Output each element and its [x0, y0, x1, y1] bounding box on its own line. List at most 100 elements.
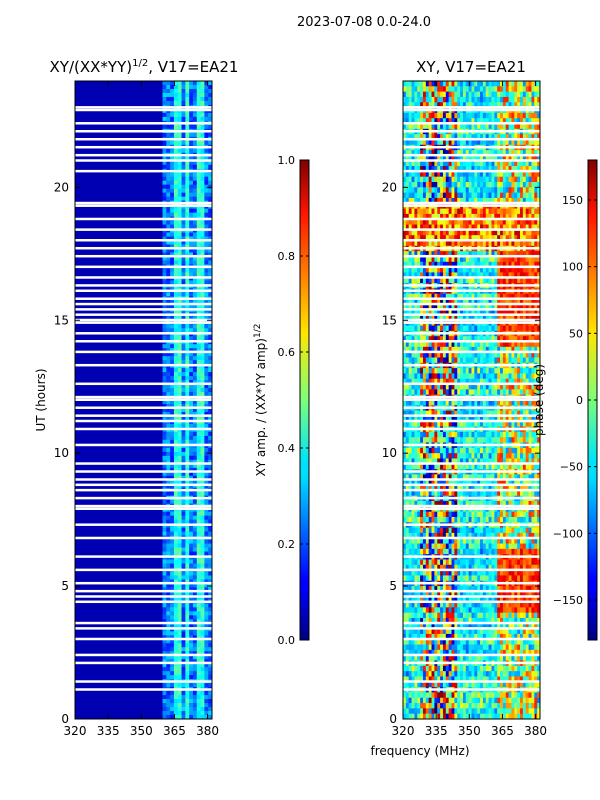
amp-cell: [189, 304, 194, 309]
phase-cell: [480, 166, 484, 172]
phase-cell: [477, 123, 481, 130]
phase-cell: [465, 112, 470, 119]
amp-cell: [181, 236, 186, 241]
amp-cell: [177, 543, 182, 548]
amp-cell: [162, 479, 167, 485]
amp-cell: [170, 463, 175, 469]
phase-cell: [517, 251, 521, 257]
phase-cell: [460, 150, 464, 156]
amp-cell: [173, 415, 179, 421]
amp-cell: [173, 703, 179, 708]
amp-cell: [192, 559, 198, 564]
phase-cell: [431, 267, 435, 273]
phase-cell: [405, 251, 410, 257]
phase-cell: [511, 373, 515, 380]
phase-cell: [451, 224, 455, 231]
amp-cell: [166, 124, 171, 130]
phase-cell: [482, 384, 487, 390]
amp-cell: [192, 403, 198, 409]
phase-cell: [471, 314, 475, 321]
phase-cell: [403, 123, 407, 130]
amp-cell: [189, 164, 194, 170]
phase-cell: [531, 272, 535, 279]
amp-cell: [177, 156, 182, 162]
phase-cell: [457, 150, 461, 156]
phase-cell: [491, 102, 495, 108]
phase-cell: [471, 384, 475, 390]
phase-cell: [425, 304, 430, 311]
phase-cell: [494, 155, 498, 162]
amp-cell: [173, 635, 179, 640]
amp-cell: [204, 683, 209, 688]
phase-cell: [528, 272, 532, 279]
phase-cell: [428, 197, 432, 204]
amp-cell: [173, 176, 179, 182]
phase-cell: [531, 213, 535, 220]
phase-cell: [517, 176, 521, 183]
amp-cell: [192, 160, 198, 166]
phase-cell: [500, 224, 504, 231]
phase-cell: [425, 176, 430, 183]
phase-cell: [417, 192, 421, 199]
phase-cell: [517, 224, 521, 231]
phase-cell: [514, 171, 518, 178]
phase-cell: [434, 112, 438, 119]
amp-cell: [173, 571, 179, 576]
amp-cell: [192, 563, 198, 568]
phase-cell: [405, 192, 410, 199]
amp-cell: [208, 236, 212, 241]
amp-cell: [170, 407, 175, 413]
phase-cell: [520, 118, 524, 124]
phase-cell: [454, 86, 458, 93]
amp-cell: [185, 304, 190, 309]
amp-cell: [196, 180, 201, 186]
phase-cell: [440, 102, 444, 108]
phase-cell: [514, 213, 518, 220]
amp-cell: [200, 579, 205, 584]
amp-cell: [181, 675, 186, 680]
amp-cell: [181, 400, 186, 405]
phase-cell: [494, 176, 498, 183]
phase-cell: [411, 267, 415, 273]
phase-cell: [471, 352, 475, 358]
phase-cell: [403, 197, 407, 204]
phase-cell: [468, 96, 472, 103]
phase-cell: [431, 81, 435, 87]
phase-cell: [525, 272, 529, 279]
amp-cell: [166, 639, 171, 644]
phase-cell: [434, 346, 438, 353]
amp-cell: [173, 707, 179, 712]
phase-cell: [511, 86, 515, 93]
phase-cell: [437, 118, 441, 124]
amp-cell: [173, 695, 179, 700]
phase-cell: [511, 182, 515, 188]
phase-cell: [494, 251, 498, 257]
phase-cell: [431, 389, 435, 396]
phase-cell: [522, 373, 527, 380]
amp-cell: [177, 336, 182, 341]
amp-cell: [189, 316, 194, 321]
phase-cell: [500, 309, 504, 316]
amp-cell: [200, 388, 205, 393]
amp-cell: [189, 180, 194, 186]
phase-cell: [520, 219, 524, 225]
phase-cell: [431, 123, 435, 130]
phase-cell: [508, 293, 512, 300]
amp-cell: [170, 643, 175, 648]
phase-cell: [420, 139, 424, 146]
phase-cell: [411, 102, 415, 108]
amp-cell: [189, 583, 194, 588]
amp-cell: [170, 619, 175, 624]
phase-cell: [448, 139, 452, 146]
phase-cell: [500, 378, 504, 385]
phase-cell: [431, 298, 435, 305]
amp-cell: [189, 388, 194, 393]
amp-cell: [208, 579, 212, 584]
phase-cell: [431, 256, 435, 263]
phase-cell: [420, 272, 424, 279]
amp-colorbar-gradient: [299, 159, 310, 641]
phase-cell: [428, 235, 432, 241]
amp-cell: [192, 623, 198, 628]
phase-cell: [422, 166, 427, 172]
flagged-row: [75, 106, 212, 109]
